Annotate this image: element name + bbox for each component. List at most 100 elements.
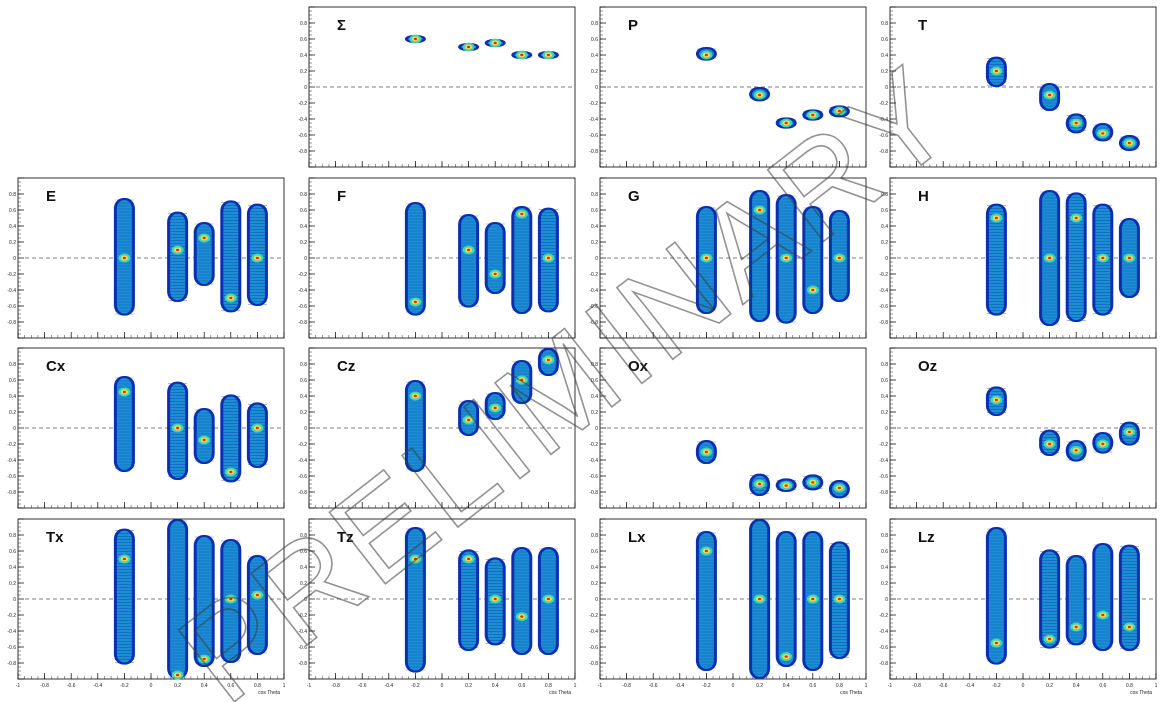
cluster-ox-2 [749,473,771,496]
x-tick-label: -0.6 [649,683,658,689]
cluster-lz-5 [1118,544,1140,651]
x-tick-label: 1 [574,683,577,689]
density-peak-core [546,358,550,362]
y-tick-label: 0.4 [300,394,307,400]
x-tick-label: -0.2 [120,683,129,689]
cluster-oz-5 [1118,421,1140,446]
x-tick-label: 0.6 [227,683,234,689]
y-tick-label: -0.8 [298,320,307,326]
y-tick-label: 0 [885,256,888,262]
density-peak-core [1101,442,1105,446]
cluster-oz-4 [1092,432,1114,454]
density-peak-core [784,484,788,487]
x-tick-label: 0.8 [254,683,261,689]
cluster-g-4 [802,206,824,314]
x-tick-label: -0.8 [40,683,49,689]
panel-label: Lz [918,529,935,546]
y-tick-label: 0.8 [9,533,16,539]
density-band-mid [170,213,186,300]
density-peak-core [837,597,841,601]
density-peak-core [758,597,762,601]
y-tick-label: 0.4 [9,224,16,230]
x-tick-label: 1 [865,683,868,689]
y-tick-label: -0.6 [879,304,888,310]
panel-label: Ox [628,358,649,375]
x-tick-label: 0.6 [518,683,525,689]
y-tick-label: -0.4 [879,629,888,635]
y-tick-label: 0.6 [881,378,888,384]
x-tick-label: -1 [307,683,312,689]
cluster-lx-2 [749,519,771,679]
cluster-tx-4 [220,539,242,663]
y-tick-label: -0.6 [879,645,888,651]
plot-g: -0.8 -0.6 -0.4 -0.2 0 0.2 0.4 0.6 0.8 [589,177,867,339]
y-tick-label: 0.4 [300,224,307,230]
density-peak-core [811,481,815,484]
cluster-p-5 [828,105,850,118]
x-tick-label: 0 [1022,683,1025,689]
y-tick-label: 0.8 [881,362,888,368]
y-tick-label: -0.2 [879,442,888,448]
density-peak-core [413,557,417,561]
y-tick-label: 0.6 [9,549,16,555]
y-tick-label: -0.2 [589,442,598,448]
panel-lz: -0.8 -0.6 -0.4 -0.2 0 0.2 0.4 0.6 0.8 -1 -0.8 -0.6 -… [872,517,1158,697]
y-tick-label: -0.6 [7,304,16,310]
cluster-h-2 [1039,190,1061,326]
y-tick-label: -0.6 [7,645,16,651]
x-tick-label: 0.8 [836,683,843,689]
x-tick-label: -0.8 [912,683,921,689]
density-peak-core [811,113,815,117]
y-tick-label: 0.6 [300,208,307,214]
x-tick-label: 0.2 [174,683,181,689]
density-peak-core [1074,625,1078,629]
y-tick-label: 0 [885,426,888,432]
density-peak-core [413,37,417,41]
y-tick-label: 0.8 [300,362,307,368]
density-peak-core [493,41,497,45]
density-band-mid [514,549,530,653]
y-tick-label: 0 [304,256,307,262]
cluster-cz-4 [511,360,533,404]
cluster-ox-3 [775,478,797,492]
density-peak-core [1101,132,1105,135]
y-tick-label: 0.2 [881,69,888,75]
y-tick-label: -0.2 [7,272,16,278]
panel-tz: -0.8 -0.6 -0.4 -0.2 0 0.2 0.4 0.6 0.8 -1 -0.8 -0.6 -… [291,517,577,697]
y-tick-label: -0.6 [298,133,307,139]
x-tick-label: -1 [888,683,893,689]
density-peak-core [255,426,259,430]
cluster-tx-1 [113,528,135,665]
plot-p: -0.8 -0.6 -0.4 -0.2 0 0.2 0.4 0.6 0.8 [589,6,867,168]
y-tick-label: 0 [595,85,598,91]
y-tick-label: 0 [595,426,598,432]
density-peak-core [784,121,788,125]
x-tick-label: 0.4 [1073,683,1080,689]
x-tick-label: 0.4 [492,683,499,689]
y-tick-label: 0.6 [591,378,598,384]
panel-label: Σ [337,17,347,34]
y-tick-label: 0.6 [591,549,598,555]
cluster-t-3 [1065,113,1087,134]
panel-label: T [918,17,928,34]
cluster-sigma-2 [458,42,480,52]
density-band-mid [1068,557,1084,644]
y-tick-label: 0.2 [881,240,888,246]
y-tick-label: 0 [304,597,307,603]
density-band-mid [461,551,477,649]
cluster-e-1 [113,198,135,316]
y-tick-label: 0.4 [591,224,598,230]
y-tick-label: -0.8 [879,149,888,155]
cluster-t-5 [1118,135,1140,151]
density-peak-core [493,597,497,601]
density-band-mid [487,224,503,292]
cluster-tz-4 [511,547,533,655]
panel-label: P [628,17,639,34]
y-tick-label: -0.8 [589,320,598,326]
x-tick-label: -1 [16,683,21,689]
y-tick-label: -0.2 [298,101,307,107]
density-peak-core [255,593,259,597]
cluster-g-1 [695,206,717,314]
density-peak-core [1048,637,1052,641]
y-tick-label: 0.4 [591,394,598,400]
